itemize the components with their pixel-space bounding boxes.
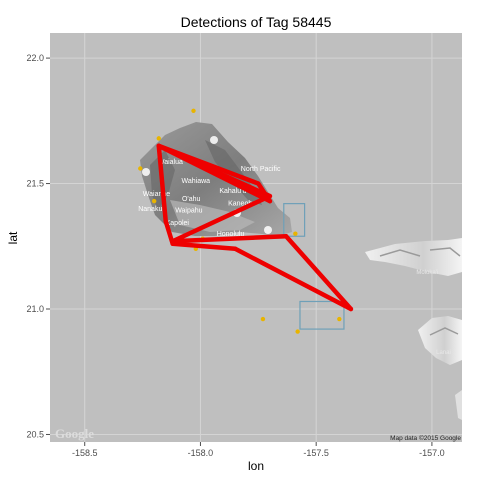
y-tick-label: 21.5 (26, 179, 44, 189)
place-label: Waianae (143, 191, 170, 198)
place-label: Nanakuli (138, 206, 166, 213)
track-segment (170, 193, 273, 244)
receiver-box (283, 203, 306, 237)
y-tick-label: 22.0 (26, 53, 44, 63)
place-label: Wahiawa (182, 178, 211, 185)
receiver-boxes (283, 203, 345, 330)
molokai-island (365, 238, 462, 276)
place-label: North Pacific (241, 166, 281, 173)
receiver-point (191, 108, 196, 113)
chart-title: Detections of Tag 58445 (181, 14, 332, 30)
google-watermark: Google (55, 426, 94, 441)
track-segment (170, 241, 238, 252)
place-label: Honolulu (217, 231, 245, 238)
receiver-point (260, 316, 266, 322)
place-label: O'ahu (182, 196, 201, 203)
detection-track (156, 143, 354, 312)
y-axis: 20.5 21.0 21.5 22.0 (26, 53, 50, 439)
x-tick-label: -157.0 (419, 448, 445, 458)
x-tick-label: -158.5 (72, 448, 98, 458)
place-label: Moloka'i (416, 270, 438, 276)
x-axis: -158.5 -158.0 -157.5 -157.0 (72, 442, 445, 458)
route-shield (142, 168, 150, 176)
track-segment (156, 143, 168, 224)
place-label: Lanai (436, 350, 451, 356)
x-tick-label: -158.0 (188, 448, 214, 458)
maui-edge (455, 390, 462, 420)
place-label: Kapolei (166, 220, 190, 227)
receiver-point (293, 231, 298, 236)
map-attribution: Map data ©2015 Google (390, 434, 461, 442)
track-segment (156, 143, 273, 199)
x-axis-title: lon (248, 459, 264, 473)
receiver-points (138, 108, 342, 334)
track-segment (163, 218, 175, 247)
lanai-island (418, 316, 462, 365)
place-label: Kaneohe (228, 201, 256, 208)
receiver-point (295, 329, 300, 334)
oahu-lowland (170, 200, 255, 232)
route-shield (264, 226, 272, 234)
place-labels: Waialua Wahiawa Kahalu'u O'ahu Kaneohe Waiana… (138, 159, 451, 356)
map-panel: Waialua Wahiawa Kahalu'u O'ahu Kaneohe Waiana… (50, 33, 462, 442)
receiver-point (337, 316, 342, 322)
grid-lines (50, 33, 462, 442)
y-axis-title: lat (6, 231, 20, 244)
track-segment (283, 233, 354, 312)
track-segment (170, 233, 289, 244)
y-tick-label: 20.5 (26, 429, 44, 439)
lanai-ridges (429, 327, 459, 336)
place-label: Waialua (158, 159, 183, 166)
receiver-point (138, 166, 143, 171)
receiver-point (151, 198, 157, 204)
receiver-box (299, 300, 345, 330)
track-segment (232, 246, 354, 312)
place-label: Waipahu (175, 207, 202, 214)
route-shield (210, 136, 218, 144)
place-label: Kahalu'u (219, 188, 246, 195)
molokai-ridges (379, 247, 461, 257)
x-tick-label: -157.5 (303, 448, 329, 458)
y-tick-label: 21.0 (26, 304, 44, 314)
receiver-point (156, 136, 161, 141)
